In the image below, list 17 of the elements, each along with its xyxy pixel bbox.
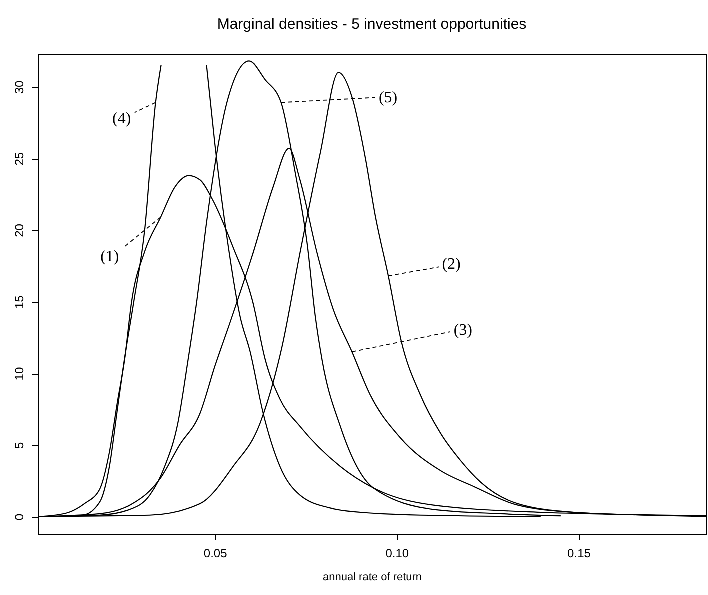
- y-tick-label: 5: [12, 442, 26, 450]
- y-tick-label: 25: [12, 152, 26, 166]
- y-tick-label: 10: [12, 367, 26, 381]
- annotation: (1): [100, 248, 120, 266]
- y-tick-label: 20: [12, 224, 26, 238]
- annotation: (5): [378, 90, 398, 107]
- annotation: (3): [454, 322, 473, 340]
- annotation: (2): [442, 256, 461, 274]
- x-axis-title: annual rate of return: [322, 572, 422, 584]
- y-tick-label: 0: [12, 514, 26, 521]
- chart-title: Marginal densities - 5 investment opportunities: [217, 16, 527, 33]
- annotation: (4): [112, 110, 132, 128]
- y-tick-label: 30: [12, 80, 26, 94]
- x-tick-label: 0.15: [568, 546, 592, 560]
- y-tick-label: 15: [12, 295, 26, 310]
- x-tick-label: 0.10: [386, 546, 410, 560]
- x-tick-label: 0.05: [204, 546, 228, 560]
